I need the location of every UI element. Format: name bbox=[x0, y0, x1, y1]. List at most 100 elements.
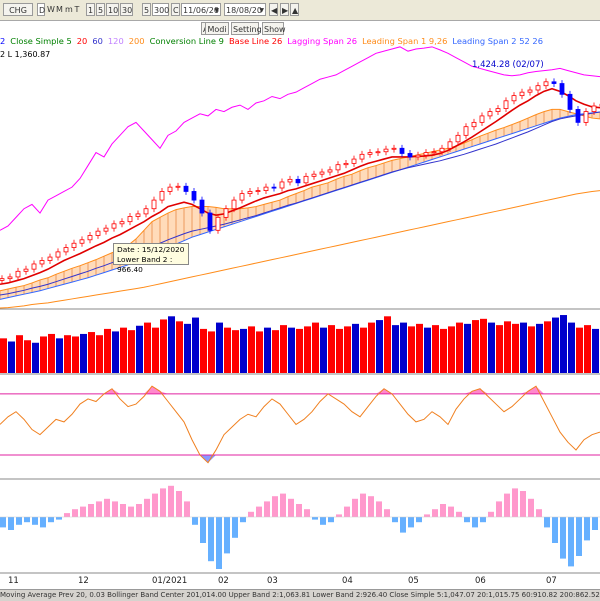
start-date-select[interactable]: 11/06/20 ▼ bbox=[181, 3, 221, 16]
x-tick-label: 03 bbox=[267, 576, 278, 586]
month-button[interactable]: M bbox=[56, 5, 63, 14]
interval-1-button[interactable]: 1 bbox=[86, 3, 95, 16]
volume-bar bbox=[8, 341, 15, 373]
histogram-bar bbox=[176, 491, 182, 517]
candle-body bbox=[159, 191, 165, 201]
candle-body bbox=[335, 164, 341, 171]
volume-bar bbox=[0, 338, 7, 373]
week-button[interactable]: W bbox=[47, 5, 55, 14]
volume-bar bbox=[416, 323, 423, 373]
histogram-bar bbox=[232, 517, 238, 538]
series-line bbox=[0, 46, 600, 231]
step-button[interactable]: 5 bbox=[142, 3, 151, 16]
histogram-bar bbox=[112, 501, 118, 517]
candle-body bbox=[567, 93, 573, 110]
candle-body bbox=[287, 178, 293, 183]
candle-body bbox=[415, 154, 421, 158]
candle-body bbox=[63, 247, 69, 253]
candle-body bbox=[271, 186, 277, 189]
legend-item: Leading Span 2 52 26 bbox=[452, 36, 543, 46]
volume-bar bbox=[384, 316, 391, 373]
histogram-bar bbox=[96, 501, 102, 517]
histogram-bar bbox=[368, 496, 374, 517]
chg-button[interactable]: CHG bbox=[3, 3, 33, 16]
series-line bbox=[0, 87, 600, 286]
count-input[interactable]: 300 bbox=[152, 3, 169, 16]
histogram-bar bbox=[552, 517, 558, 543]
histogram-bar bbox=[504, 493, 510, 517]
legend-item: 60 bbox=[92, 36, 103, 46]
volume-bar bbox=[192, 317, 199, 373]
histogram-bar bbox=[256, 506, 262, 517]
volume-bar bbox=[488, 322, 495, 373]
expand-icon[interactable]: ▲ bbox=[290, 3, 299, 16]
candle-body bbox=[79, 239, 85, 244]
histogram-bar bbox=[360, 493, 366, 517]
volume-bar bbox=[16, 335, 23, 373]
prev-arrow-icon[interactable]: ◀ bbox=[269, 3, 278, 16]
histogram-bar bbox=[488, 511, 494, 517]
interval-10-button[interactable]: 10 bbox=[106, 3, 119, 16]
candle-body bbox=[439, 147, 445, 153]
volume-bar bbox=[296, 328, 303, 373]
day-button[interactable]: D bbox=[37, 3, 45, 16]
show-button[interactable]: Show bbox=[262, 22, 286, 35]
modi-button[interactable]: Modi bbox=[205, 22, 229, 35]
histogram-bar bbox=[48, 517, 54, 523]
tick-button[interactable]: T bbox=[74, 5, 80, 14]
volume-bar bbox=[400, 322, 407, 373]
candle-body bbox=[295, 178, 301, 184]
candle-body bbox=[519, 91, 525, 97]
histogram-bar bbox=[456, 511, 462, 517]
histogram-bar bbox=[288, 498, 294, 517]
candle-body bbox=[479, 115, 485, 123]
volume-bar bbox=[72, 336, 79, 373]
volume-bar bbox=[576, 327, 583, 373]
candle-body bbox=[223, 208, 229, 218]
interval-30-button[interactable]: 30 bbox=[120, 3, 133, 16]
candle-body bbox=[511, 95, 517, 102]
histogram-bar bbox=[8, 517, 14, 530]
histogram-bar bbox=[376, 501, 382, 517]
candle-body bbox=[247, 191, 253, 195]
candle-body bbox=[319, 171, 325, 175]
histogram-bar bbox=[480, 517, 486, 523]
histogram-bar bbox=[152, 493, 158, 517]
histogram-bar bbox=[448, 506, 454, 517]
next-arrow-icon[interactable]: ▶ bbox=[280, 3, 289, 16]
volume-bar bbox=[496, 325, 503, 373]
volume-bar bbox=[280, 325, 287, 373]
end-date-value: 18/08/20 bbox=[226, 6, 262, 15]
end-date-select[interactable]: 18/08/20 ▼ bbox=[224, 3, 266, 16]
histogram-bar bbox=[264, 501, 270, 517]
candle-body bbox=[575, 109, 581, 123]
histogram-bar bbox=[512, 488, 518, 517]
volume-bar bbox=[32, 342, 39, 373]
histogram-bar bbox=[24, 517, 30, 523]
volume-bar bbox=[96, 335, 103, 373]
histogram-bar bbox=[544, 517, 550, 528]
volume-bar bbox=[272, 330, 279, 373]
c-button[interactable]: C bbox=[171, 3, 180, 16]
volume-bar bbox=[200, 328, 207, 373]
minute-button[interactable]: m bbox=[65, 5, 73, 14]
candle-body bbox=[231, 199, 237, 210]
candle-body bbox=[503, 100, 509, 109]
volume-bar bbox=[256, 331, 263, 373]
volume-bar bbox=[232, 330, 239, 373]
candle-body bbox=[23, 268, 29, 272]
volume-bar bbox=[336, 328, 343, 373]
histogram-bar bbox=[496, 501, 502, 517]
histogram-bar bbox=[184, 501, 190, 517]
interval-5-button[interactable]: 5 bbox=[96, 3, 105, 16]
legend-item: 120 bbox=[107, 36, 124, 46]
volume-bar bbox=[40, 336, 47, 373]
volume-bar bbox=[208, 331, 215, 373]
histogram-bar bbox=[208, 517, 214, 562]
volume-bar bbox=[248, 326, 255, 373]
setting-button[interactable]: Setting bbox=[231, 22, 262, 35]
volume-bar bbox=[456, 322, 463, 373]
volume-bar bbox=[104, 328, 111, 373]
histogram-bar bbox=[240, 517, 246, 523]
volume-bar bbox=[504, 321, 511, 373]
